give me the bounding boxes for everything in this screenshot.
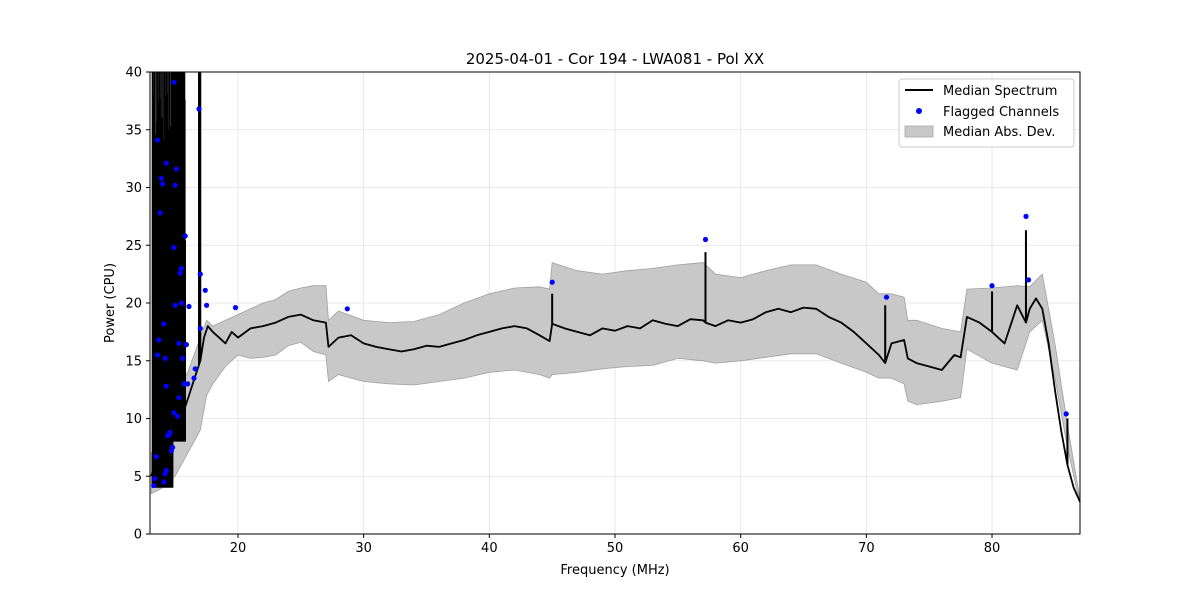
flagged-channel-point: [1025, 277, 1032, 283]
line-layer: [150, 72, 1081, 503]
y-tick-label: 5: [134, 470, 142, 485]
flagged-channel-point: [171, 245, 177, 251]
flagged-channel-point: [196, 106, 202, 112]
flagged-channel-point: [232, 305, 239, 311]
rfi-spike-cluster: [171, 72, 186, 442]
legend-marker-swatch: [916, 108, 922, 114]
legend-label-flagged-channels: Flagged Channels: [943, 105, 1059, 120]
x-tick-label: 40: [481, 541, 498, 556]
x-tick-label: 80: [984, 541, 1001, 556]
x-axis-label: Frequency (MHz): [560, 563, 669, 578]
flagged-channel-point: [160, 181, 166, 187]
flagged-channel-point: [202, 287, 208, 293]
flagged-channel-point: [163, 383, 169, 389]
flagged-channel-point: [161, 321, 167, 327]
flagged-channel-point: [989, 283, 995, 289]
flagged-channel-point: [157, 210, 163, 216]
y-tick-label: 35: [125, 123, 142, 138]
chart-title: 2025-04-01 - Cor 194 - LWA081 - Pol XX: [466, 50, 764, 68]
flagged-channel-point: [182, 233, 188, 239]
y-tick-label: 40: [125, 66, 142, 81]
rfi-spike-cluster: [151, 72, 174, 488]
flagged-channel-point: [181, 381, 187, 387]
flagged-channel-point: [175, 413, 181, 419]
flagged-channel-point: [154, 137, 161, 143]
x-tick-label: 60: [732, 541, 749, 556]
y-tick-label: 20: [125, 297, 142, 312]
flagged-channel-point: [192, 366, 198, 372]
flagged-channel-point: [173, 166, 179, 172]
x-tick-label: 20: [230, 541, 247, 556]
flagged-channel-point: [178, 300, 184, 306]
flagged-channel-point: [153, 454, 159, 460]
flagged-channel-point: [152, 476, 158, 482]
legend-box: [898, 78, 1075, 148]
y-tick-label: 30: [125, 181, 142, 196]
flagged-channel-point: [344, 306, 350, 312]
flagged-channel-point: [172, 182, 178, 188]
y-tick-label: 0: [134, 528, 142, 543]
flagged-channel-point: [151, 482, 157, 489]
y-tick-label: 10: [125, 412, 142, 427]
legend-label-median-spectrum: Median Spectrum: [943, 84, 1057, 99]
flagged-channel-point: [158, 175, 164, 181]
flagged-channel-point: [183, 342, 189, 348]
flagged-channel-point: [176, 340, 182, 346]
legend-label-median-abs-dev: Median Abs. Dev.: [943, 125, 1055, 140]
flagged-channel-point: [1023, 213, 1029, 219]
flagged-channel-point: [156, 337, 162, 343]
flagged-channel-point: [702, 236, 709, 243]
flagged-channel-point: [162, 355, 168, 361]
flagged-channel-point: [171, 410, 177, 416]
flagged-channel-point: [163, 467, 169, 474]
flagged-channel-point: [186, 303, 192, 310]
flagged-channel-point: [170, 444, 176, 450]
flagged-channel-point: [180, 355, 186, 361]
x-tick-label: 30: [355, 541, 372, 556]
flagged-channel-point: [177, 270, 183, 276]
legend-patch-swatch: [904, 125, 934, 138]
flagged-channel-point: [171, 79, 177, 85]
flagged-channel-point: [163, 160, 169, 166]
flagged-channel-point: [161, 479, 167, 485]
flagged-channel-point: [204, 302, 210, 308]
x-tick-label: 70: [858, 541, 875, 556]
flagged-channel-point: [176, 395, 182, 401]
flagged-channel-point: [197, 271, 203, 277]
flagged-channel-point: [165, 433, 171, 439]
y-axis-ticks: 0 5 10 15 20 25 30 35 40: [125, 66, 150, 543]
x-tick-label: 50: [607, 541, 624, 556]
flagged-channel-point: [549, 279, 555, 285]
marker-layer: [151, 79, 1069, 489]
median-spectrum-line: [150, 297, 1081, 503]
y-tick-label: 25: [125, 239, 142, 254]
flagged-channel-point: [154, 352, 161, 358]
x-axis-ticks: 20 30 40 50 60 70 80: [230, 534, 1001, 556]
legend: Median Spectrum Flagged Channels Median …: [898, 78, 1075, 148]
flagged-channel-point: [191, 375, 197, 381]
rfi-cluster-layer: [151, 72, 186, 488]
flagged-channel-point: [1063, 411, 1069, 417]
flagged-channel-point: [185, 381, 191, 387]
flagged-channel-point: [178, 265, 184, 271]
y-axis-label: Power (CPU): [103, 263, 118, 343]
flagged-channel-point: [883, 294, 890, 300]
flagged-channel-point: [172, 302, 178, 308]
flagged-channel-point: [197, 325, 203, 331]
y-tick-label: 15: [125, 354, 142, 369]
